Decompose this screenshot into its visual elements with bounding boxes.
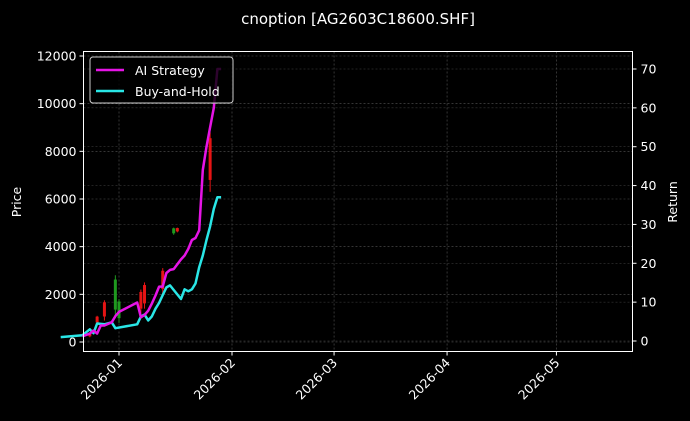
- y-tick-label-left: 4000: [45, 239, 77, 254]
- x-tick-label: 2026-02: [191, 355, 239, 403]
- y-axis-right: 0 10 20 30 40 50 60 70: [632, 62, 657, 349]
- chart-title: cnoption [AG2603C18600.SHF]: [241, 10, 475, 28]
- y-axis-left: 0 2000 4000 6000 8000 10000 12000: [37, 49, 84, 350]
- legend-label-buy-and-hold: Buy-and-Hold: [135, 84, 220, 99]
- x-tick-label: 2026-05: [515, 355, 563, 403]
- y-axis-left-label: Price: [9, 186, 24, 217]
- y-tick-label-left: 6000: [45, 192, 77, 207]
- series-line-ai-strategy: [82, 67, 222, 338]
- legend: AI Strategy Buy-and-Hold: [89, 56, 234, 104]
- y-tick-label-left: 10000: [37, 96, 77, 111]
- x-tick-label: 2026-04: [406, 355, 454, 403]
- y-tick-label-left: 0: [69, 335, 77, 350]
- y-tick-label-right: 30: [641, 217, 657, 232]
- y-tick-label-right: 70: [641, 62, 657, 77]
- x-axis: 2026-01 2026-02 2026-03 2026-04 2026-05: [78, 351, 563, 403]
- y-tick-label-right: 10: [641, 295, 657, 310]
- legend-label-ai-strategy: AI Strategy: [135, 63, 205, 78]
- y-tick-label-left: 12000: [37, 49, 77, 64]
- grid-lines: [83, 51, 633, 352]
- plot-frame: [83, 51, 633, 352]
- y-axis-right-label: Return: [665, 181, 680, 222]
- x-tick-label: 2026-03: [293, 355, 341, 403]
- y-tick-label-right: 60: [641, 100, 657, 115]
- y-tick-label-left: 2000: [45, 287, 77, 302]
- series-line-buy-and-hold: [60, 195, 222, 339]
- y-tick-label-right: 20: [641, 256, 657, 271]
- x-tick-label: 2026-01: [78, 355, 126, 403]
- series-lines: [60, 67, 222, 339]
- y-tick-label-left: 8000: [45, 144, 77, 159]
- y-tick-label-right: 40: [641, 178, 657, 193]
- y-tick-label-right: 0: [641, 334, 649, 349]
- y-tick-label-right: 50: [641, 139, 657, 154]
- legend-box: [89, 56, 234, 104]
